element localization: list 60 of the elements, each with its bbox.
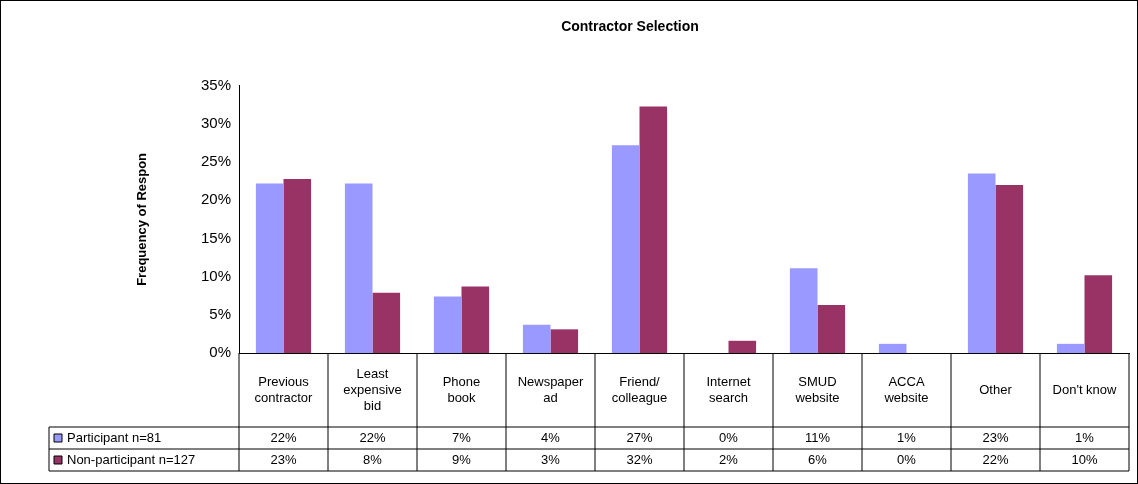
bar (372, 292, 401, 353)
x-tick-label: Other (979, 381, 1013, 397)
data-label: 4% (541, 429, 561, 445)
data-label: 32% (626, 451, 653, 467)
y-tick-label: 30% (200, 114, 231, 132)
y-axis-title: Frequency of Respon (134, 152, 150, 286)
data-label: 1% (897, 429, 917, 445)
x-tick-label: Friend/ colleague (611, 373, 668, 405)
data-label: 1% (1075, 429, 1095, 445)
data-label: 11% (804, 429, 831, 445)
bar (611, 145, 640, 353)
bar (817, 304, 846, 353)
x-tick-label: Phone book (442, 373, 481, 405)
data-label: 22% (270, 429, 297, 445)
bar (283, 178, 312, 353)
data-label: 22% (359, 429, 386, 445)
bar (789, 268, 818, 353)
x-tick-label: Previous contractor (254, 373, 314, 405)
bar (1056, 343, 1085, 353)
bar (461, 286, 490, 353)
legend-label: Participant n=81 (67, 429, 162, 445)
data-label: 22% (982, 451, 1009, 467)
bar (995, 185, 1024, 353)
y-tick-label: 20% (200, 190, 231, 208)
x-tick-label: Least expensive bid (343, 365, 402, 413)
x-tick-label: Internet search (706, 373, 751, 405)
bar (728, 340, 757, 353)
chart-title: Contractor Selection (561, 18, 699, 35)
bar (878, 343, 907, 353)
data-label: 2% (719, 451, 739, 467)
data-label: 0% (897, 451, 917, 467)
legend-label: Non-participant n=127 (67, 451, 196, 467)
x-tick-label: Don't know (1052, 381, 1118, 397)
y-tick-label: 5% (209, 304, 231, 322)
data-label: 23% (982, 429, 1009, 445)
y-tick-label: 10% (200, 266, 231, 284)
bar (433, 296, 462, 353)
y-tick-label: 25% (200, 152, 231, 170)
data-label: 6% (808, 451, 828, 467)
y-tick-label: 35% (200, 75, 231, 93)
data-label: 10% (1071, 451, 1098, 467)
data-label: 27% (626, 429, 653, 445)
bar (1084, 275, 1113, 353)
bar (639, 106, 668, 353)
bar (344, 183, 373, 353)
y-tick-label: 15% (200, 228, 231, 246)
x-tick-label: Newspaper ad (517, 373, 585, 405)
data-label: 23% (270, 451, 297, 467)
bar (522, 324, 551, 353)
data-label: 0% (719, 429, 739, 445)
x-tick-label: SMUD website (794, 373, 840, 405)
bar (255, 183, 284, 353)
x-tick-label: ACCA website (883, 373, 929, 405)
data-label: 3% (541, 451, 561, 467)
data-label: 7% (452, 429, 472, 445)
data-label: 8% (363, 451, 383, 467)
data-label: 9% (452, 451, 472, 467)
bar (550, 329, 579, 353)
y-tick-label: 0% (209, 343, 231, 361)
bar (967, 173, 996, 353)
